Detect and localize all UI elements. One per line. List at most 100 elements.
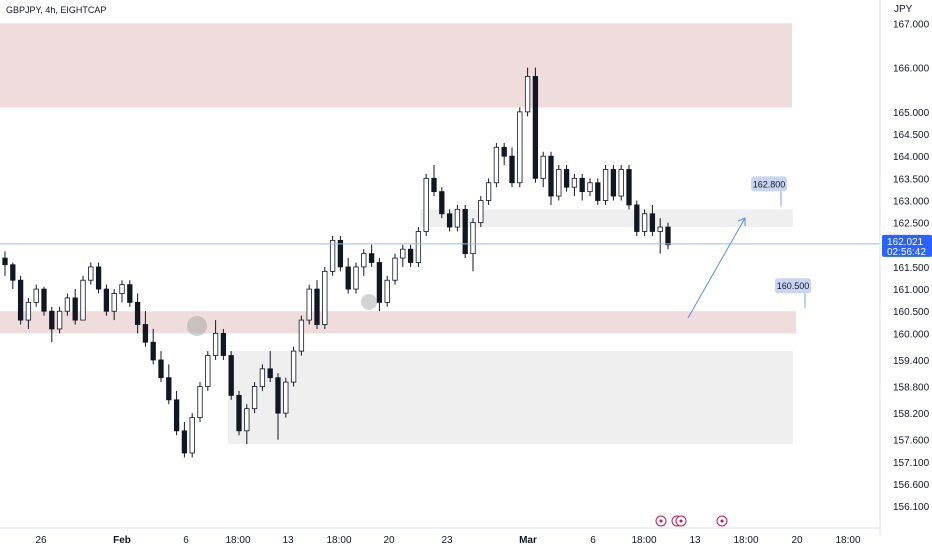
zones-layer — [0, 23, 796, 445]
candle-body — [501, 146, 507, 157]
lightning-icon-dot — [659, 519, 663, 523]
price-axis[interactable]: JPY 167.000 166.000 165.000 164.500 164.000 16… — [879, 0, 932, 535]
candle — [587, 178, 593, 197]
price-tick-label: 166.000 — [893, 64, 930, 75]
candle-body — [173, 399, 180, 432]
price-tick-label: 160.500 — [893, 307, 930, 318]
time-tick-label: 26 — [35, 535, 47, 546]
candle — [322, 266, 328, 329]
candle-body — [337, 239, 344, 268]
candle-body — [462, 208, 468, 255]
chart-title: GBPJPY, 4h, EIGHTCAP — [6, 5, 107, 15]
candle-body — [540, 155, 546, 179]
candle — [501, 142, 507, 166]
candle-body — [626, 169, 632, 206]
lightning-icon[interactable] — [655, 515, 667, 527]
calendar-event-icon[interactable] — [675, 515, 687, 527]
candle-body — [446, 213, 453, 228]
time-tick-label: 23 — [441, 535, 453, 546]
candle — [228, 351, 234, 400]
candle — [618, 165, 624, 201]
current-price-countdown: 02:56:42 — [887, 247, 926, 258]
candle — [41, 286, 47, 316]
candle-body — [493, 146, 500, 184]
candle — [478, 196, 484, 228]
candle-body — [306, 288, 312, 321]
candle-body — [423, 177, 429, 232]
candle — [306, 284, 312, 325]
time-tick-label: 18:00 — [835, 535, 860, 546]
candle-body — [103, 288, 110, 312]
candle — [485, 178, 492, 205]
candle — [641, 209, 648, 236]
candle — [56, 306, 63, 334]
candle-body — [88, 266, 94, 281]
candle-body — [134, 301, 141, 325]
candle — [462, 204, 468, 259]
time-tick-label: 13 — [282, 535, 294, 546]
candle — [509, 147, 515, 188]
price-tick-label: 163.000 — [893, 196, 930, 207]
candle — [368, 244, 375, 267]
candle — [571, 173, 578, 197]
candle-body — [244, 408, 250, 432]
price-tick-label: 156.100 — [893, 502, 930, 513]
candle — [493, 142, 500, 188]
candle-body — [166, 377, 172, 401]
candle-body — [618, 169, 624, 197]
candle-body — [142, 324, 149, 343]
candle-body — [415, 231, 422, 263]
candle — [649, 204, 656, 236]
price-tick-label: 164.500 — [893, 130, 930, 141]
candle-body — [431, 177, 437, 193]
time-tick-label: 18:00 — [326, 535, 351, 546]
candle — [524, 67, 531, 117]
candle-body — [649, 213, 656, 232]
time-axis[interactable]: 26 Feb 6 18:00 13 18:00 20 23 Mar 6 18:00 13 18:00 20… — [0, 515, 880, 546]
candle-body — [72, 297, 78, 321]
candle-body — [376, 262, 383, 303]
target-label-box — [775, 278, 811, 294]
time-tick-label: 18:00 — [225, 535, 250, 546]
candle — [634, 200, 640, 236]
candle-body — [80, 279, 86, 321]
time-tick-label: 13 — [689, 535, 701, 546]
candle — [602, 165, 609, 205]
candle — [267, 351, 273, 383]
candle-body — [579, 177, 585, 193]
price-tick-label: 167.000 — [893, 19, 930, 30]
candle — [595, 178, 601, 205]
candle-body — [478, 200, 484, 224]
candle-body — [602, 169, 609, 201]
price-tick-label: 158.800 — [893, 383, 930, 394]
candle-body — [111, 293, 117, 312]
candle — [415, 227, 422, 267]
target-label: 160.500 — [775, 278, 811, 309]
candle — [173, 390, 180, 436]
candle — [181, 421, 188, 458]
candle-body — [314, 288, 320, 325]
candle — [150, 328, 156, 365]
time-tick-label: 20 — [383, 535, 395, 546]
candle-body — [353, 266, 359, 290]
price-tick-label: 165.000 — [893, 108, 930, 119]
candle-body — [33, 288, 39, 303]
candle-body — [368, 253, 375, 263]
candle-body — [595, 182, 601, 201]
candle — [563, 165, 570, 192]
target-label-box — [751, 176, 787, 192]
candle — [446, 209, 453, 232]
candle-body — [485, 182, 492, 201]
earnings-icon[interactable] — [716, 515, 728, 527]
candle — [158, 351, 164, 383]
candle-body — [127, 284, 133, 303]
candle — [556, 165, 562, 201]
candle-body — [454, 208, 461, 228]
candle-body — [532, 76, 539, 179]
candle-body — [407, 248, 414, 263]
target-label-text: 162.800 — [753, 179, 786, 189]
candle — [220, 328, 227, 360]
candle — [283, 377, 289, 418]
candle-body — [10, 264, 16, 281]
